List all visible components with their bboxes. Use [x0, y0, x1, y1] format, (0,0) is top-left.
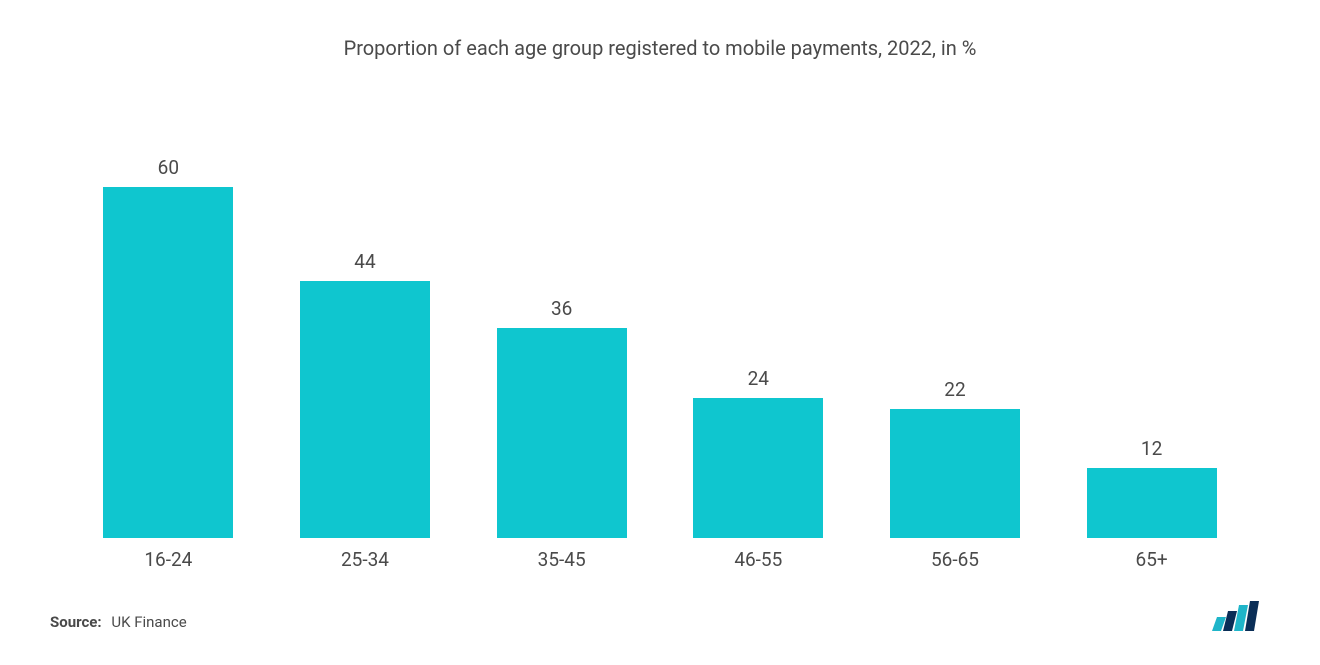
- x-axis-label: 35-45: [479, 548, 644, 571]
- bar-group: 24: [676, 367, 841, 538]
- x-axis-label: 65+: [1069, 548, 1234, 571]
- source-value: UK Finance: [111, 613, 186, 631]
- bar-value-label: 24: [748, 367, 769, 390]
- chart-footer: Source: UK Finance: [50, 601, 1270, 635]
- x-axis-label: 56-65: [872, 548, 1037, 571]
- chart-title: Proportion of each age group registered …: [50, 36, 1270, 60]
- bar-group: 12: [1069, 437, 1234, 538]
- bar: [300, 281, 430, 538]
- x-axis-labels: 16-24 25-34 35-45 46-55 56-65 65+: [50, 538, 1270, 571]
- bar: [890, 409, 1020, 538]
- bar-value-label: 22: [944, 378, 965, 401]
- bar-value-label: 44: [354, 250, 375, 273]
- bar: [103, 187, 233, 538]
- brand-logo-icon: [1212, 601, 1260, 631]
- bar: [693, 398, 823, 538]
- bar: [497, 328, 627, 538]
- bar-value-label: 60: [158, 156, 179, 179]
- bar-group: 60: [86, 156, 251, 538]
- chart-container: Proportion of each age group registered …: [0, 0, 1320, 665]
- source-label: Source:: [50, 613, 102, 631]
- bar-group: 44: [282, 250, 447, 538]
- bar: [1087, 468, 1217, 538]
- bar-value-label: 36: [551, 297, 572, 320]
- bar-value-label: 12: [1141, 437, 1162, 460]
- x-axis-label: 16-24: [86, 548, 251, 571]
- bar-group: 36: [479, 297, 644, 538]
- bar-group: 22: [872, 378, 1037, 538]
- x-axis-label: 25-34: [282, 548, 447, 571]
- x-axis-label: 46-55: [676, 548, 841, 571]
- chart-plot-area: 60 44 36 24 22 12: [50, 70, 1270, 538]
- source-attribution: Source: UK Finance: [50, 613, 187, 631]
